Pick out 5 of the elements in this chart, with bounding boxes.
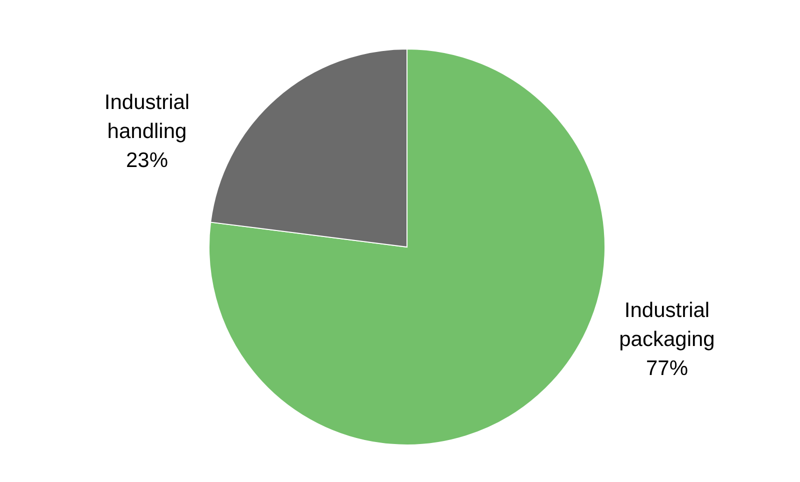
slice-label: Industrial handling — [104, 90, 190, 143]
slice-label: Industrial packaging — [619, 298, 715, 350]
data-label: 23% — [126, 148, 168, 172]
pie-slice — [208, 48, 606, 446]
data-label: 77% — [646, 356, 688, 380]
